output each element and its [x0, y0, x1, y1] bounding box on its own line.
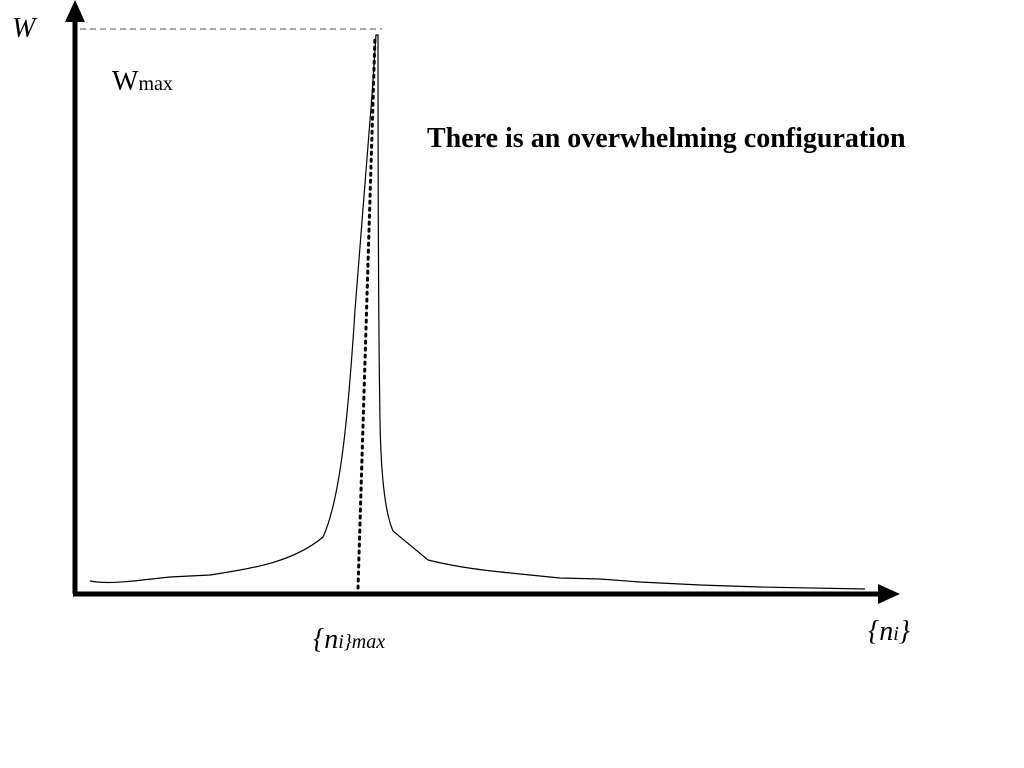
wmax-base: W	[112, 66, 139, 97]
curve	[89, 34, 866, 590]
x-axis-label: {ni}	[868, 616, 910, 647]
wmax-sub: max	[138, 73, 172, 95]
peak-sub: i}max	[338, 631, 385, 653]
y-axis-label: W	[12, 13, 38, 44]
x-close: }	[899, 616, 910, 647]
wmax-label: Wmax	[112, 66, 173, 97]
x-axis-arrow	[878, 584, 900, 604]
peak-line	[356, 34, 377, 590]
peak-label: {ni}max	[313, 624, 385, 655]
x-sub: i	[893, 623, 899, 645]
x-open: {n	[868, 616, 893, 647]
peak-base: {n	[313, 624, 338, 655]
annotation: There is an overwhelming configuration	[427, 123, 906, 154]
y-axis-arrow	[65, 0, 85, 22]
